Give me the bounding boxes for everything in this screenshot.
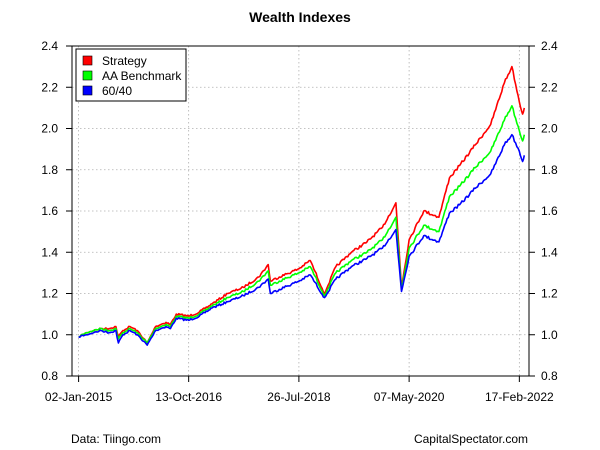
y-tick-label: 2.0 [41,122,58,136]
x-tick-label: 26-Jul-2018 [267,390,331,404]
y-tick-label-right: 2.0 [541,122,558,136]
y-tick-label-right: 1.4 [541,245,558,259]
x-axis: 02-Jan-2015 13-Oct-2016 26-Jul-2018 07-May-… [45,376,554,404]
legend-box [75,48,187,102]
y-tick-label-right: 1.6 [541,204,558,218]
y-tick-label-right: 1.8 [541,163,558,177]
y-tick-label: 0.8 [41,369,58,383]
y-tick-label-right: 1.2 [541,287,558,301]
y-tick-label-right: 1.0 [541,328,558,342]
x-tick-label: 17-Feb-2022 [485,390,554,404]
series-lines [78,65,526,346]
legend-label: Strategy [102,54,147,68]
right-y-axis: 0.8 1.0 1.2 1.4 1.6 1.8 2.0 2.2 2.4 [529,39,558,383]
left-y-axis: 0.8 1.0 1.2 1.4 1.6 1.8 2.0 2.2 2.4 [41,39,72,383]
y-tick-label: 2.4 [41,39,58,53]
data-source-note: Data: Tiingo.com [71,432,162,446]
legend-swatch-strategy [82,55,93,66]
y-tick-label: 1.4 [41,245,58,259]
series-line-60-40 [78,133,526,346]
legend-label: 60/40 [102,84,132,98]
legend-swatch-aa-benchmark [82,70,93,81]
chart-title: Wealth Indexes [249,9,351,25]
y-tick-label-right: 0.8 [541,369,558,383]
y-tick-label: 1.2 [41,287,58,301]
x-tick-label: 07-May-2020 [374,390,445,404]
x-tick-label: 02-Jan-2015 [45,390,113,404]
y-tick-label: 1.0 [41,328,58,342]
y-tick-label-right: 2.4 [541,39,558,53]
x-tick-label: 13-Oct-2016 [155,390,222,404]
legend-label: AA Benchmark [102,69,182,83]
series-line-aa-benchmark [78,105,526,344]
legend-swatch-60-40 [82,85,93,96]
y-tick-label-right: 2.2 [541,80,558,94]
y-tick-label: 1.6 [41,204,58,218]
y-tick-label: 1.8 [41,163,58,177]
y-tick-label: 2.2 [41,80,58,94]
site-credit: CapitalSpectator.com [413,432,528,446]
